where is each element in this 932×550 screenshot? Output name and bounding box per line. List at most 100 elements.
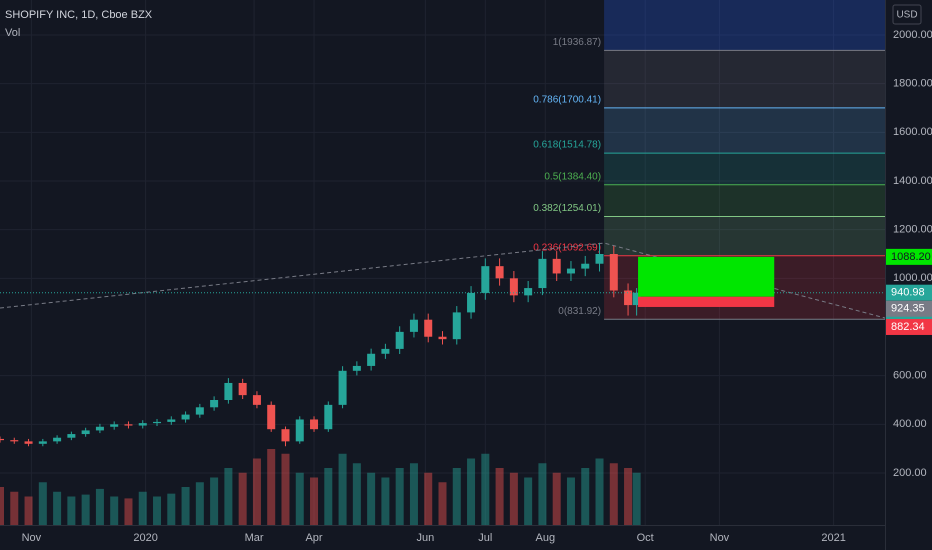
currency[interactable]: USD: [896, 10, 917, 21]
volume-bar: [224, 468, 233, 525]
price-badge: [886, 284, 932, 301]
candle-body: [24, 441, 33, 444]
volume-bar: [110, 496, 119, 525]
volume-bar: [81, 494, 90, 525]
volume-bar: [452, 468, 461, 525]
candle-body: [53, 437, 62, 442]
candle-body: [138, 423, 147, 426]
volume-bar: [581, 468, 590, 525]
volume-bar: [181, 487, 190, 525]
volume-bar: [295, 472, 304, 525]
candle-body: [509, 278, 518, 296]
fib-label: 0.382(1254.01): [533, 203, 601, 214]
fib-label: 1(1936.87): [553, 37, 601, 48]
volume-bar: [524, 477, 533, 525]
candle-body: [467, 292, 476, 313]
candle-body: [409, 319, 418, 332]
candle-body: [110, 424, 119, 427]
price-badge-label: 1088.20: [891, 251, 931, 263]
fib-zone: [604, 153, 885, 185]
volume-bar: [632, 472, 641, 525]
candle-body: [95, 426, 104, 431]
fib-label: 0.618(1514.78): [533, 140, 601, 151]
y-tick-label: 600.00: [893, 370, 927, 382]
candle-body: [295, 419, 304, 442]
volume-bar: [552, 472, 561, 525]
candle-body: [281, 429, 290, 442]
volume-bar: [267, 449, 276, 525]
candle-body: [153, 421, 162, 424]
price-badge: [886, 300, 932, 317]
volume-bar: [538, 463, 547, 525]
x-tick-label: Apr: [305, 532, 322, 544]
volume-bar: [310, 477, 319, 525]
volume-bar: [481, 453, 490, 525]
volume-bar: [352, 463, 361, 525]
fib-label: 0.786(1700.41): [533, 95, 601, 106]
candle-body: [595, 253, 604, 264]
fib-label: 0(831.92): [558, 306, 601, 317]
volume-bar: [395, 468, 404, 525]
x-tick-label: Oct: [637, 532, 654, 544]
chart-title: SHOPIFY INC, 1D, Cboe BZX: [5, 9, 153, 21]
fib-label: 0.5(1384.40): [544, 171, 601, 182]
y-tick-label: 1000.00: [893, 272, 932, 284]
candle-body: [224, 382, 233, 400]
y-tick-label: 200.00: [893, 467, 927, 479]
currency-box[interactable]: [892, 4, 922, 25]
candle-body: [310, 419, 319, 430]
fib-zone: [604, 216, 885, 256]
candle-body: [67, 434, 76, 438]
price-badge: [886, 318, 932, 335]
candle-body: [481, 266, 490, 293]
candle-body: [566, 268, 575, 274]
candle-body: [238, 382, 247, 396]
candle-body: [10, 440, 19, 442]
volume-bar: [367, 472, 376, 525]
y-tick-label: 2000.00: [893, 29, 932, 41]
volume-bar: [53, 491, 62, 525]
volume-bar: [67, 496, 76, 525]
volume-bar: [24, 496, 33, 525]
y-tick-label: 1600.00: [893, 126, 932, 138]
volume-bar: [138, 491, 147, 525]
candle-body: [210, 399, 219, 408]
fib-label: 0.236(1092.69): [533, 242, 601, 253]
candle-body: [381, 348, 390, 354]
volume-bar: [281, 453, 290, 525]
volume-bar: [438, 482, 447, 525]
price-badge-label: 940.98: [891, 287, 925, 299]
y-tick-label: 1200.00: [893, 224, 932, 236]
volume-bar: [409, 463, 418, 525]
y-tick-label: 1400.00: [893, 175, 932, 187]
volume-label: Vol: [5, 27, 20, 39]
candle-body: [524, 288, 533, 296]
candle-body: [609, 253, 618, 291]
volume-bar: [495, 468, 504, 525]
volume-bar: [609, 463, 618, 525]
volume-bar: [566, 477, 575, 525]
candle-body: [438, 336, 447, 340]
price-badge-label: 924.35: [891, 303, 925, 315]
candle-body: [632, 292, 641, 306]
volume-bar: [252, 458, 261, 525]
price-badge: [886, 248, 932, 265]
candle-body: [181, 414, 190, 420]
volume-bar: [153, 496, 162, 525]
candle-body: [367, 353, 376, 366]
fib-zone: [604, 184, 885, 217]
candle-body: [0, 438, 4, 441]
fib-zone: [604, 50, 885, 108]
position-loss: [638, 296, 775, 307]
position-profit: [638, 256, 775, 297]
y-tick-label: 400.00: [893, 418, 927, 430]
volume-bar: [467, 458, 476, 525]
volume-bar: [210, 477, 219, 525]
candle-body: [338, 370, 347, 405]
candle-body: [38, 441, 47, 444]
candle-body: [81, 430, 90, 435]
volume-bar: [424, 472, 433, 525]
candle-body: [624, 290, 633, 306]
candle-body: [267, 404, 276, 430]
